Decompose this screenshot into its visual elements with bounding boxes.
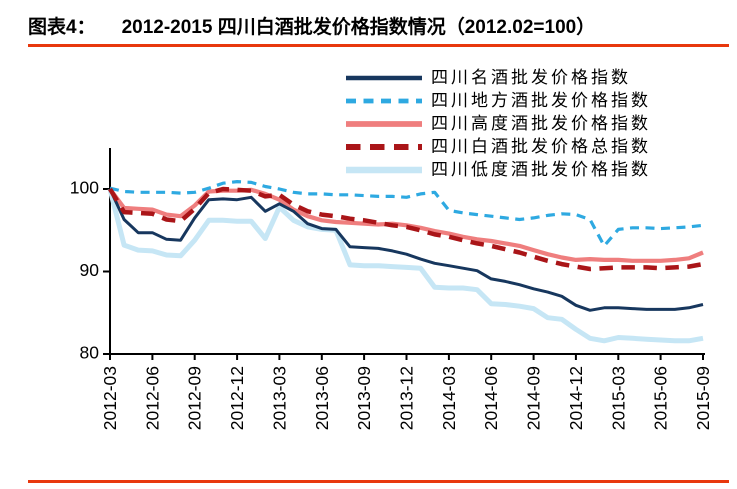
- x-tick-label: 2014-12: [566, 366, 586, 430]
- series-line-4: [107, 188, 704, 344]
- x-tick-label: 2012-03: [100, 366, 120, 430]
- figure-header: 图表4： 2012-2015 四川白酒批发价格指数情况（2012.02=100）: [28, 12, 595, 39]
- legend-item: 四川白酒批发价格总指数: [346, 135, 651, 158]
- x-tick-label: 2015-03: [608, 366, 628, 430]
- y-tick-label: 100: [70, 178, 99, 198]
- series-line-2: [108, 187, 704, 263]
- series-line-0: [108, 188, 704, 312]
- legend-item: 四川地方酒批发价格指数: [346, 89, 651, 112]
- legend-label: 四川低度酒批发价格指数: [431, 160, 651, 179]
- x-tick-label: 2015-09: [693, 366, 713, 430]
- legend-swatch-dashed-icon: [346, 98, 422, 103]
- x-tick-label: 2014-09: [524, 366, 544, 430]
- legend-label: 四川名酒批发价格指数: [431, 68, 631, 87]
- series-line-1: [109, 180, 704, 248]
- x-tick-label: 2014-03: [439, 366, 459, 430]
- legend-item: 四川名酒批发价格指数: [346, 66, 651, 89]
- figure-label: 图表4：: [28, 17, 96, 38]
- legend-label: 四川高度酒批发价格指数: [431, 114, 651, 133]
- y-tick-label: 90: [80, 260, 100, 280]
- figure-title: 2012-2015 四川白酒批发价格指数情况（2012.02=100）: [121, 17, 596, 38]
- legend-swatch-dashed-icon: [346, 143, 422, 150]
- x-tick-label: 2014-06: [481, 366, 501, 430]
- x-tick-label: 2012-06: [142, 366, 162, 430]
- x-tick-label: 2013-12: [397, 366, 417, 430]
- legend-label: 四川白酒批发价格总指数: [431, 137, 651, 156]
- title-underline: [28, 44, 729, 47]
- x-tick-label: 2013-06: [312, 366, 332, 430]
- x-tick-label: 2012-09: [185, 366, 205, 430]
- x-tick-label: 2012-12: [227, 366, 247, 430]
- series-line-3: [108, 186, 704, 272]
- legend-item: 四川低度酒批发价格指数: [346, 158, 651, 181]
- x-tick-label: 2013-03: [269, 366, 289, 430]
- legend-swatch-solid-icon: [346, 166, 422, 173]
- legend-label: 四川地方酒批发价格指数: [431, 91, 651, 110]
- x-tick-label: 2013-09: [354, 366, 374, 430]
- legend-swatch-solid-icon: [346, 120, 422, 127]
- bottom-rule: [28, 480, 729, 483]
- legend-item: 四川高度酒批发价格指数: [346, 112, 651, 135]
- x-tick-label: 2015-06: [651, 366, 671, 430]
- y-tick-label: 80: [80, 343, 100, 363]
- chart-legend: 四川名酒批发价格指数 四川地方酒批发价格指数 四川高度酒批发价格指数 四川白酒批…: [346, 66, 651, 181]
- legend-swatch-solid-icon: [346, 75, 422, 80]
